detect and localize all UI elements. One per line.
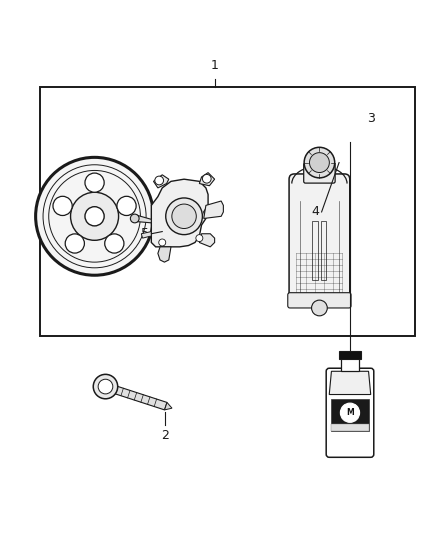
Bar — [331, 424, 369, 431]
Circle shape — [85, 173, 104, 192]
Text: 3: 3 — [367, 111, 375, 125]
Bar — [312, 221, 318, 280]
Text: 2: 2 — [161, 429, 169, 442]
Circle shape — [131, 214, 139, 223]
Polygon shape — [153, 175, 169, 188]
Polygon shape — [204, 201, 223, 219]
Polygon shape — [115, 386, 167, 410]
Circle shape — [159, 239, 166, 246]
Circle shape — [71, 192, 119, 240]
Circle shape — [117, 196, 136, 215]
Text: M: M — [346, 408, 354, 417]
Polygon shape — [141, 231, 151, 238]
Circle shape — [202, 174, 211, 183]
Circle shape — [65, 234, 85, 253]
Text: 4: 4 — [311, 205, 319, 219]
FancyBboxPatch shape — [304, 163, 335, 183]
Polygon shape — [151, 179, 208, 247]
Circle shape — [105, 234, 124, 253]
Circle shape — [155, 176, 163, 185]
Circle shape — [310, 152, 329, 173]
Circle shape — [93, 374, 118, 399]
Bar — [331, 400, 369, 431]
Polygon shape — [199, 173, 215, 185]
Circle shape — [172, 204, 196, 229]
Circle shape — [304, 147, 335, 178]
Text: 5: 5 — [141, 227, 149, 240]
Circle shape — [85, 207, 104, 226]
Circle shape — [311, 300, 327, 316]
FancyBboxPatch shape — [326, 368, 374, 457]
Circle shape — [166, 198, 202, 235]
Polygon shape — [329, 372, 371, 394]
Bar — [339, 351, 360, 359]
Circle shape — [98, 379, 113, 394]
Polygon shape — [165, 402, 172, 410]
Polygon shape — [158, 247, 171, 262]
FancyBboxPatch shape — [288, 293, 351, 308]
FancyBboxPatch shape — [289, 174, 350, 302]
Bar — [321, 221, 326, 280]
Circle shape — [196, 235, 203, 241]
Circle shape — [35, 157, 153, 275]
Bar — [40, 87, 416, 336]
Circle shape — [340, 403, 360, 422]
Text: 1: 1 — [211, 59, 219, 72]
Polygon shape — [134, 215, 151, 223]
Polygon shape — [199, 234, 215, 247]
Circle shape — [53, 196, 72, 215]
Bar — [341, 358, 359, 372]
